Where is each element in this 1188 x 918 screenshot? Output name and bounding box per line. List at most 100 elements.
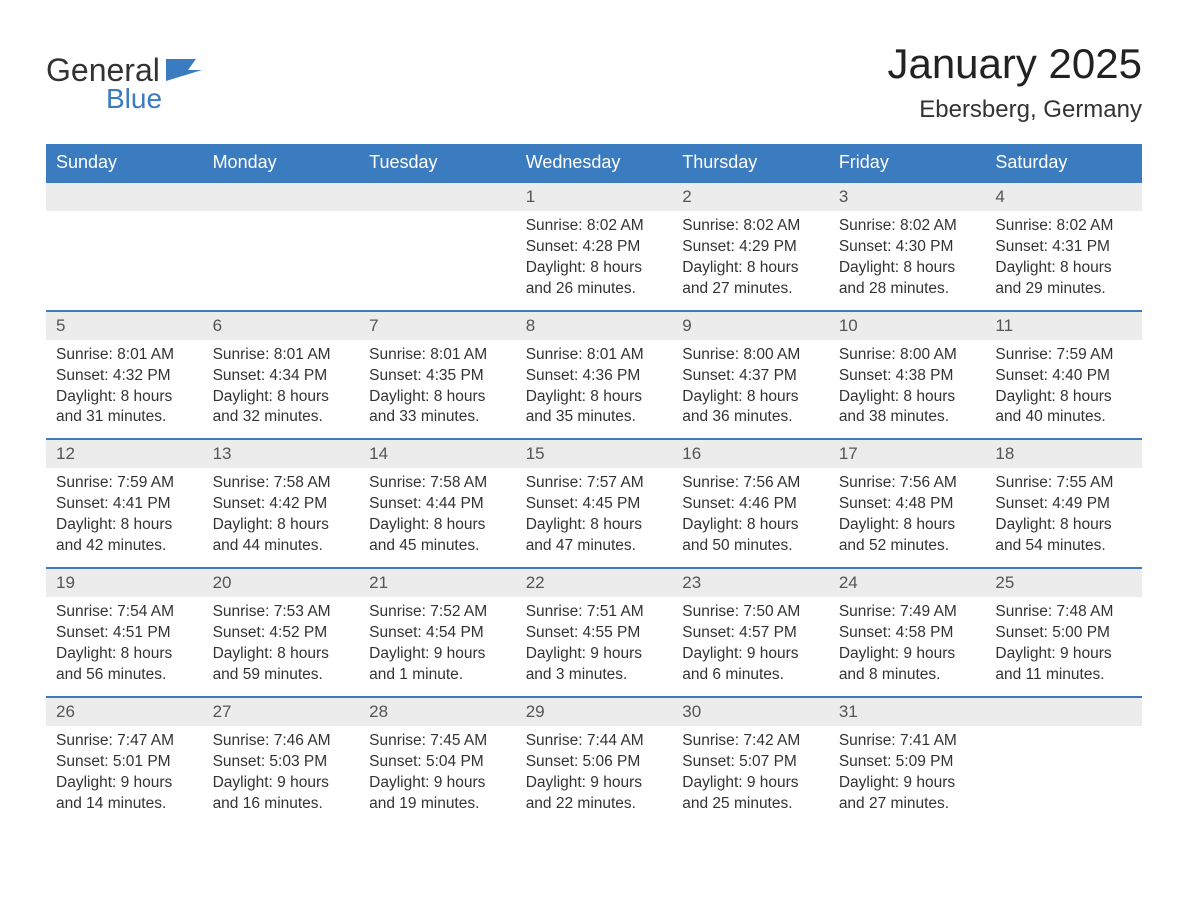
- day-details: Sunrise: 7:50 AMSunset: 4:57 PMDaylight:…: [672, 597, 829, 696]
- day-details: Sunrise: 7:44 AMSunset: 5:06 PMDaylight:…: [516, 726, 673, 825]
- day-number: 27: [203, 698, 360, 726]
- day-number: 22: [516, 569, 673, 597]
- calendar-day-cell: 29Sunrise: 7:44 AMSunset: 5:06 PMDayligh…: [516, 697, 673, 825]
- day-details: Sunrise: 7:46 AMSunset: 5:03 PMDaylight:…: [203, 726, 360, 825]
- day-number: 9: [672, 312, 829, 340]
- calendar-day-cell: 9Sunrise: 8:00 AMSunset: 4:37 PMDaylight…: [672, 311, 829, 440]
- calendar-day-cell: 16Sunrise: 7:56 AMSunset: 4:46 PMDayligh…: [672, 439, 829, 568]
- calendar-day-cell: 3Sunrise: 8:02 AMSunset: 4:30 PMDaylight…: [829, 182, 986, 311]
- calendar-day-cell: 10Sunrise: 8:00 AMSunset: 4:38 PMDayligh…: [829, 311, 986, 440]
- day-number: 1: [516, 183, 673, 211]
- day-details: Sunrise: 7:57 AMSunset: 4:45 PMDaylight:…: [516, 468, 673, 567]
- day-details: Sunrise: 8:01 AMSunset: 4:34 PMDaylight:…: [203, 340, 360, 439]
- weekday-header: Thursday: [672, 144, 829, 182]
- calendar-day-cell: 8Sunrise: 8:01 AMSunset: 4:36 PMDaylight…: [516, 311, 673, 440]
- day-number: 4: [985, 183, 1142, 211]
- calendar-day-cell: [985, 697, 1142, 825]
- day-number: 10: [829, 312, 986, 340]
- month-title: January 2025: [887, 40, 1142, 88]
- day-details: Sunrise: 8:02 AMSunset: 4:31 PMDaylight:…: [985, 211, 1142, 310]
- day-number: 3: [829, 183, 986, 211]
- calendar-day-cell: [203, 182, 360, 311]
- calendar-table: SundayMondayTuesdayWednesdayThursdayFrid…: [46, 144, 1142, 825]
- calendar-day-cell: 13Sunrise: 7:58 AMSunset: 4:42 PMDayligh…: [203, 439, 360, 568]
- day-number: 28: [359, 698, 516, 726]
- day-details: Sunrise: 7:56 AMSunset: 4:48 PMDaylight:…: [829, 468, 986, 567]
- day-details: Sunrise: 7:48 AMSunset: 5:00 PMDaylight:…: [985, 597, 1142, 696]
- day-number: 14: [359, 440, 516, 468]
- day-number: 19: [46, 569, 203, 597]
- calendar-day-cell: 21Sunrise: 7:52 AMSunset: 4:54 PMDayligh…: [359, 568, 516, 697]
- day-number: [359, 183, 516, 211]
- day-number: 30: [672, 698, 829, 726]
- calendar-day-cell: [359, 182, 516, 311]
- day-number: 21: [359, 569, 516, 597]
- day-details: Sunrise: 7:49 AMSunset: 4:58 PMDaylight:…: [829, 597, 986, 696]
- logo-text-blue: Blue: [106, 83, 162, 115]
- weekday-header: Sunday: [46, 144, 203, 182]
- day-details: Sunrise: 7:58 AMSunset: 4:42 PMDaylight:…: [203, 468, 360, 567]
- day-number: 12: [46, 440, 203, 468]
- calendar-day-cell: 1Sunrise: 8:02 AMSunset: 4:28 PMDaylight…: [516, 182, 673, 311]
- day-details: Sunrise: 8:01 AMSunset: 4:35 PMDaylight:…: [359, 340, 516, 439]
- calendar-day-cell: 5Sunrise: 8:01 AMSunset: 4:32 PMDaylight…: [46, 311, 203, 440]
- day-number: 15: [516, 440, 673, 468]
- day-details: Sunrise: 8:01 AMSunset: 4:36 PMDaylight:…: [516, 340, 673, 439]
- day-number: 20: [203, 569, 360, 597]
- day-number: [46, 183, 203, 211]
- day-details: Sunrise: 8:02 AMSunset: 4:29 PMDaylight:…: [672, 211, 829, 310]
- day-details: Sunrise: 7:51 AMSunset: 4:55 PMDaylight:…: [516, 597, 673, 696]
- day-details: Sunrise: 8:00 AMSunset: 4:37 PMDaylight:…: [672, 340, 829, 439]
- calendar-day-cell: 4Sunrise: 8:02 AMSunset: 4:31 PMDaylight…: [985, 182, 1142, 311]
- day-details: Sunrise: 7:58 AMSunset: 4:44 PMDaylight:…: [359, 468, 516, 567]
- calendar-week-row: 19Sunrise: 7:54 AMSunset: 4:51 PMDayligh…: [46, 568, 1142, 697]
- calendar-day-cell: 23Sunrise: 7:50 AMSunset: 4:57 PMDayligh…: [672, 568, 829, 697]
- day-number: 2: [672, 183, 829, 211]
- weekday-header-row: SundayMondayTuesdayWednesdayThursdayFrid…: [46, 144, 1142, 182]
- calendar-day-cell: 18Sunrise: 7:55 AMSunset: 4:49 PMDayligh…: [985, 439, 1142, 568]
- calendar-day-cell: 25Sunrise: 7:48 AMSunset: 5:00 PMDayligh…: [985, 568, 1142, 697]
- calendar-day-cell: 30Sunrise: 7:42 AMSunset: 5:07 PMDayligh…: [672, 697, 829, 825]
- day-number: 24: [829, 569, 986, 597]
- day-number: 23: [672, 569, 829, 597]
- calendar-day-cell: 22Sunrise: 7:51 AMSunset: 4:55 PMDayligh…: [516, 568, 673, 697]
- calendar-week-row: 5Sunrise: 8:01 AMSunset: 4:32 PMDaylight…: [46, 311, 1142, 440]
- day-details: Sunrise: 8:01 AMSunset: 4:32 PMDaylight:…: [46, 340, 203, 439]
- calendar-day-cell: 17Sunrise: 7:56 AMSunset: 4:48 PMDayligh…: [829, 439, 986, 568]
- day-number: 17: [829, 440, 986, 468]
- title-block: January 2025 Ebersberg, Germany: [887, 40, 1142, 124]
- day-details: Sunrise: 7:56 AMSunset: 4:46 PMDaylight:…: [672, 468, 829, 567]
- day-number: 6: [203, 312, 360, 340]
- calendar-day-cell: [46, 182, 203, 311]
- calendar-day-cell: 28Sunrise: 7:45 AMSunset: 5:04 PMDayligh…: [359, 697, 516, 825]
- day-details: Sunrise: 7:52 AMSunset: 4:54 PMDaylight:…: [359, 597, 516, 696]
- day-details: Sunrise: 7:47 AMSunset: 5:01 PMDaylight:…: [46, 726, 203, 825]
- calendar-day-cell: 2Sunrise: 8:02 AMSunset: 4:29 PMDaylight…: [672, 182, 829, 311]
- calendar-day-cell: 19Sunrise: 7:54 AMSunset: 4:51 PMDayligh…: [46, 568, 203, 697]
- weekday-header: Tuesday: [359, 144, 516, 182]
- day-details: Sunrise: 8:02 AMSunset: 4:28 PMDaylight:…: [516, 211, 673, 310]
- day-details: Sunrise: 8:02 AMSunset: 4:30 PMDaylight:…: [829, 211, 986, 310]
- logo: General Blue: [46, 40, 202, 115]
- calendar-week-row: 26Sunrise: 7:47 AMSunset: 5:01 PMDayligh…: [46, 697, 1142, 825]
- calendar-day-cell: 20Sunrise: 7:53 AMSunset: 4:52 PMDayligh…: [203, 568, 360, 697]
- day-number: 11: [985, 312, 1142, 340]
- calendar-day-cell: 14Sunrise: 7:58 AMSunset: 4:44 PMDayligh…: [359, 439, 516, 568]
- day-details: Sunrise: 7:53 AMSunset: 4:52 PMDaylight:…: [203, 597, 360, 696]
- day-details: Sunrise: 7:45 AMSunset: 5:04 PMDaylight:…: [359, 726, 516, 825]
- calendar-day-cell: 27Sunrise: 7:46 AMSunset: 5:03 PMDayligh…: [203, 697, 360, 825]
- weekday-header: Monday: [203, 144, 360, 182]
- day-number: [203, 183, 360, 211]
- day-number: 7: [359, 312, 516, 340]
- day-number: 26: [46, 698, 203, 726]
- day-number: 18: [985, 440, 1142, 468]
- calendar-day-cell: 12Sunrise: 7:59 AMSunset: 4:41 PMDayligh…: [46, 439, 203, 568]
- day-number: 5: [46, 312, 203, 340]
- day-number: 31: [829, 698, 986, 726]
- day-details: Sunrise: 7:59 AMSunset: 4:40 PMDaylight:…: [985, 340, 1142, 439]
- location: Ebersberg, Germany: [887, 96, 1142, 124]
- weekday-header: Saturday: [985, 144, 1142, 182]
- header: General Blue January 2025 Ebersberg, Ger…: [46, 40, 1142, 124]
- day-details: Sunrise: 7:54 AMSunset: 4:51 PMDaylight:…: [46, 597, 203, 696]
- day-number: 29: [516, 698, 673, 726]
